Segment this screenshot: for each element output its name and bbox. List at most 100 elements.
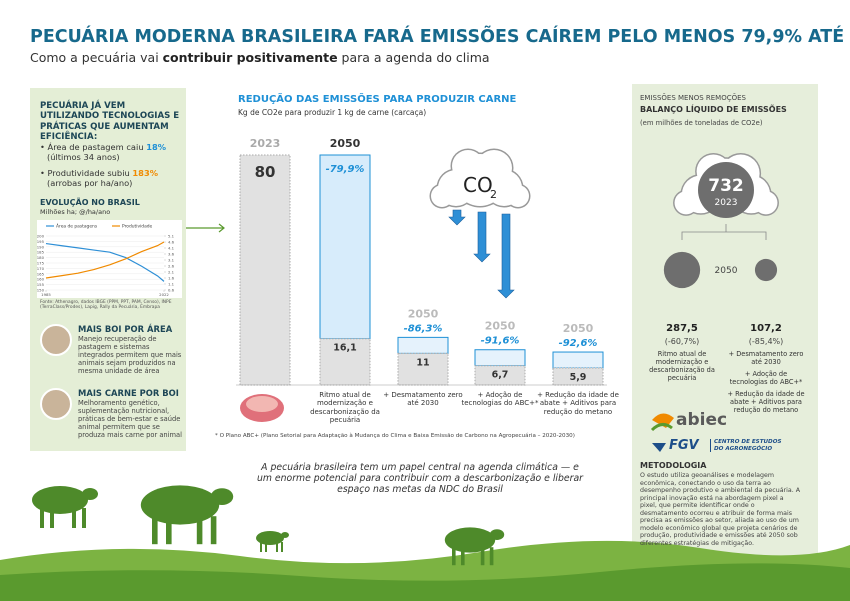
bubble — [754, 258, 778, 282]
year-label: 2050 — [408, 307, 439, 320]
cow — [265, 542, 267, 552]
cloud — [674, 191, 698, 215]
base-circle — [698, 162, 754, 218]
y2-tick-label: 4.6 — [168, 240, 175, 245]
cloud — [476, 150, 512, 186]
cow — [196, 516, 203, 545]
reduction-box — [319, 154, 371, 340]
cow — [489, 529, 505, 540]
reduction-box — [474, 349, 526, 367]
cow — [452, 547, 456, 566]
bubble-caption: Ritmo atual de modernização e descarboni… — [649, 350, 715, 382]
bar-caption: + Redução da idade de abate + Aditivos p… — [537, 391, 619, 416]
cow — [210, 516, 217, 545]
methodology-title: METODOLOGIA — [640, 461, 707, 470]
y-tick-label: 185 — [37, 250, 45, 255]
bullet-highlight: 183% — [132, 168, 159, 178]
logo-abiec: abiec — [676, 410, 728, 430]
base-value: 732 — [708, 176, 744, 196]
cloud — [452, 150, 484, 182]
grass — [0, 563, 850, 601]
bubble-caption: + Redução da idade de abate + Aditivos p… — [727, 390, 805, 414]
y2-tick-label: 3.1 — [168, 258, 175, 263]
cow — [152, 516, 158, 545]
y2-tick-label: 4.1 — [168, 246, 175, 251]
bar-value: 80 — [255, 163, 276, 181]
cow — [281, 532, 289, 538]
bar-value: 16,1 — [333, 343, 356, 354]
bar-value: 6,7 — [492, 370, 509, 381]
co2-label: CO — [463, 173, 493, 197]
y2-tick-label: 2.1 — [168, 270, 175, 275]
y-tick-label: 155 — [37, 282, 45, 287]
bullet-text: • Área de pastagem caiu — [40, 142, 147, 152]
cow — [489, 547, 494, 566]
bar — [397, 352, 449, 386]
y-tick-label: 180 — [37, 255, 45, 260]
footnote: * O Plano ABC+ (Plano Setorial para Adap… — [215, 433, 575, 439]
subtitle-part: para a agenda do clima — [337, 50, 490, 65]
balance-unit: (em milhões de toneladas de CO2e) — [640, 119, 763, 127]
feature-icon — [40, 324, 72, 356]
y-tick-label: 165 — [37, 271, 45, 276]
bullet-note: (últimos 34 anos) — [47, 151, 120, 162]
logo-mark — [652, 443, 666, 452]
logo-fgv-center: CENTRO DE ESTUDOS DO AGRONEGÓCIO — [710, 439, 784, 453]
bubble-caption: + Adoção de tecnologias do ABC+* — [729, 370, 803, 386]
y-tick-label: 160 — [37, 277, 45, 282]
panel-heading: PECUÁRIA JÁ VEM UTILIZANDO TECNOLOGIAS E… — [40, 101, 180, 142]
feature-icon — [40, 388, 72, 420]
bar-caption: Ritmo atual de modernização e descarboni… — [310, 391, 380, 425]
balance-title: BALANÇO LÍQUIDO DE EMISSÕES — [640, 105, 787, 114]
mini-chart-title: EVOLUÇÃO NO BRASIL — [40, 198, 140, 207]
bullet: • Produtividade subiu 183% (arrobas por h… — [40, 168, 180, 189]
bullet-highlight: 18% — [146, 142, 167, 152]
change-label: -91,6% — [481, 336, 520, 347]
y2-tick-label: 1.1 — [168, 282, 175, 287]
bracket — [681, 224, 767, 240]
y2-tick-label: 3.6 — [168, 252, 175, 257]
bar — [552, 367, 604, 386]
line-productivity — [45, 241, 165, 279]
feature-text: Melhoramento genético, suplementação nut… — [78, 399, 182, 440]
bar-caption: + Desmatamento zero até 2030 — [383, 391, 463, 408]
cloud — [754, 191, 778, 215]
change-label: -86,3% — [404, 323, 443, 334]
feature-text: Manejo recuperação de pastagem e sistema… — [78, 335, 182, 376]
cow — [166, 516, 172, 545]
y2-tick-label: 1.6 — [168, 276, 175, 281]
subtitle-part: Como a pecuária vai — [30, 50, 163, 65]
bullet: • Área de pastagem caiu 18% (últimos 34 a… — [40, 142, 180, 163]
logo-mark — [650, 423, 673, 432]
bar-value: 11 — [416, 357, 429, 368]
legend-label: Produtividade — [122, 224, 153, 230]
arrow — [448, 209, 466, 226]
cow — [256, 531, 284, 545]
change-label: -92,6% — [559, 338, 598, 349]
y-tick-label: 150 — [37, 288, 45, 293]
feature-title: MAIS BOI POR ÁREA — [78, 324, 173, 334]
reduction-box — [552, 351, 604, 369]
bubble-value: 287,5 — [666, 323, 698, 334]
chart-title: REDUÇÃO DAS EMISSÕES PARA PRODUZIR CARNE — [238, 94, 517, 105]
cow — [82, 488, 98, 500]
co2-sub: 2 — [490, 188, 497, 201]
cow — [210, 488, 234, 505]
quote: A pecuária brasileira tem um papel centr… — [257, 462, 583, 496]
bubble — [663, 251, 701, 289]
cow — [444, 527, 496, 553]
y-tick-label: 195 — [37, 239, 45, 244]
connector — [186, 223, 225, 233]
year-label: 2023 — [250, 137, 281, 150]
methodology-text: O estudo utiliza geoanálises e modelagem… — [640, 472, 801, 547]
year-label: 2050 — [485, 320, 516, 333]
y-tick-label: 175 — [37, 261, 45, 266]
mini-chart-unit: Milhões ha; @/ha/ano — [40, 208, 111, 216]
kicker: EMISSÕES MENOS REMOÇÕES — [640, 94, 746, 102]
bubble-value: 107,2 — [750, 323, 782, 334]
y-tick-label: 170 — [37, 266, 45, 271]
line-pasture — [45, 242, 165, 282]
y2-tick-label: 5.1 — [168, 234, 175, 239]
